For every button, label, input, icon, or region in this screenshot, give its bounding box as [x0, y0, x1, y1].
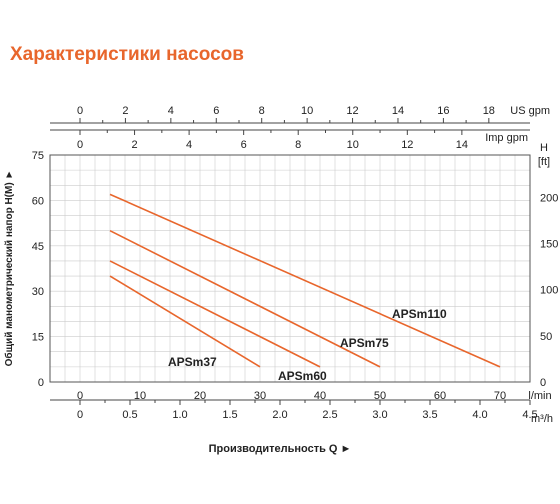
us-gpm-tick-label: 2 [122, 105, 128, 117]
x-tick-label: 70 [494, 390, 506, 402]
page-title: Характеристики насосов [10, 44, 244, 65]
imp-gpm-tick-label: 14 [456, 139, 468, 151]
m3h-tick-label: 0.5 [122, 409, 137, 421]
m3h-unit-label: m³/h [531, 413, 553, 425]
series-label-apsm110: APSm110 [392, 307, 447, 321]
imp-gpm-tick-label: 0 [77, 139, 83, 151]
y-axis-title: Общий манометрический напор H(M) ► [3, 170, 15, 367]
us-gpm-tick-label: 6 [213, 105, 219, 117]
us-gpm-tick-label: 16 [437, 105, 449, 117]
m3h-tick-label: 3.0 [372, 409, 387, 421]
ft-tick-label: 50 [540, 331, 552, 343]
series-line-apsm75 [109, 229, 381, 368]
m3h-tick-label: 0 [77, 409, 83, 421]
imp-gpm-unit-label: Imp gpm [485, 132, 528, 144]
ft-axis-unit: [ft] [538, 156, 550, 168]
imp-gpm-tick-label: 6 [241, 139, 247, 151]
series-label-apsm37: APSm37 [168, 355, 217, 369]
ft-axis-letter: H [540, 142, 548, 154]
imp-gpm-tick-label: 10 [347, 139, 359, 151]
m3h-tick-label: 4.5 [522, 409, 537, 421]
ft-tick-label: 150 [540, 239, 558, 251]
ft-tick-label: 100 [540, 285, 558, 297]
us-gpm-tick-label: 10 [301, 105, 313, 117]
m3h-tick-label: 1.0 [172, 409, 187, 421]
x-tick-label: 10 [134, 390, 146, 402]
x-tick-label: 50 [374, 390, 386, 402]
x-tick-label: 60 [434, 390, 446, 402]
y-tick-label: 60 [32, 195, 44, 207]
y-tick-label: 45 [32, 241, 44, 253]
imp-gpm-tick-label: 12 [401, 139, 413, 151]
x-unit-label: l/min [528, 390, 551, 402]
us-gpm-tick-label: 0 [77, 105, 83, 117]
series-label-apsm75: APSm75 [340, 336, 389, 350]
m3h-tick-label: 3.5 [422, 409, 437, 421]
m3h-tick-label: 2.0 [272, 409, 287, 421]
m3h-tick-label: 4.0 [472, 409, 487, 421]
y-tick-label: 15 [32, 332, 44, 344]
ft-tick-label: 200 [540, 192, 558, 204]
ft-tick-label: 0 [540, 377, 546, 389]
y-tick-label: 30 [32, 286, 44, 298]
x-tick-label: 20 [194, 390, 206, 402]
us-gpm-tick-label: 4 [168, 105, 174, 117]
series-line-apsm110 [109, 193, 501, 368]
m3h-tick-label: 1.5 [222, 409, 237, 421]
imp-gpm-tick-label: 4 [186, 139, 192, 151]
x-tick-label: 30 [254, 390, 266, 402]
series-line-apsm37 [109, 275, 261, 368]
plot-frame [49, 154, 531, 383]
series-label-apsm60: APSm60 [278, 369, 327, 383]
us-gpm-tick-label: 18 [483, 105, 495, 117]
series-line-apsm60 [109, 260, 321, 368]
us-gpm-tick-label: 14 [392, 105, 404, 117]
x-tick-label: 40 [314, 390, 326, 402]
x-axis-title: Производительность Q ► [209, 443, 352, 455]
y-tick-label: 0 [38, 377, 44, 389]
us-gpm-tick-label: 8 [259, 105, 265, 117]
imp-gpm-tick-label: 2 [131, 139, 137, 151]
m3h-tick-label: 2.5 [322, 409, 337, 421]
imp-gpm-tick-label: 8 [295, 139, 301, 151]
us-gpm-unit-label: US gpm [510, 105, 550, 117]
us-gpm-tick-label: 12 [346, 105, 358, 117]
y-tick-label: 75 [32, 150, 44, 162]
x-tick-label: 0 [77, 390, 83, 402]
